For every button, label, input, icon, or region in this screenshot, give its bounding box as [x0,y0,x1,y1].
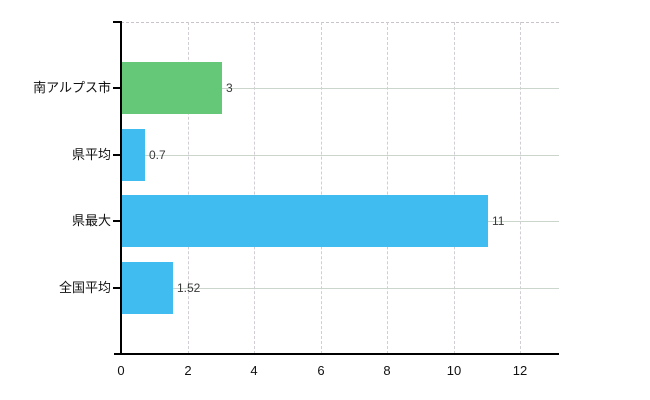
bar-value-label: 3 [226,81,233,95]
x-tick-label: 2 [184,363,192,378]
bar [122,62,222,114]
bar [122,262,173,314]
v-gridline [454,22,455,354]
v-gridline [321,22,322,354]
x-axis-line [114,353,559,355]
v-gridline [188,22,189,354]
y-axis-tick [113,87,121,89]
plot-area [121,22,559,354]
bar-value-label: 1.52 [177,281,201,295]
h-gridline [121,88,559,89]
h-gridline [121,155,559,156]
bar-value-label: 11 [492,214,505,228]
x-tick-label: 4 [250,363,258,378]
y-axis-tick [113,220,121,222]
x-tick-label: 8 [383,363,391,378]
y-axis-tick [113,154,121,156]
y-axis-tick [113,21,121,23]
v-gridline [254,22,255,354]
category-label: 南アルプス市 [33,80,111,95]
h-gridline [121,288,559,289]
category-label: 県最大 [71,213,111,228]
bar [122,195,488,247]
x-tick-label: 10 [446,363,462,378]
y-axis-tick [113,287,121,289]
category-label: 県平均 [71,147,111,162]
x-tick-label: 12 [512,363,528,378]
v-gridline [520,22,521,354]
v-gridline [387,22,388,354]
bar [122,129,145,181]
category-label: 全国平均 [58,280,111,295]
x-tick-label: 6 [317,363,325,378]
bar-value-label: 0.7 [149,148,166,162]
x-tick-label: 0 [117,363,125,378]
y-axis-line [120,21,122,354]
